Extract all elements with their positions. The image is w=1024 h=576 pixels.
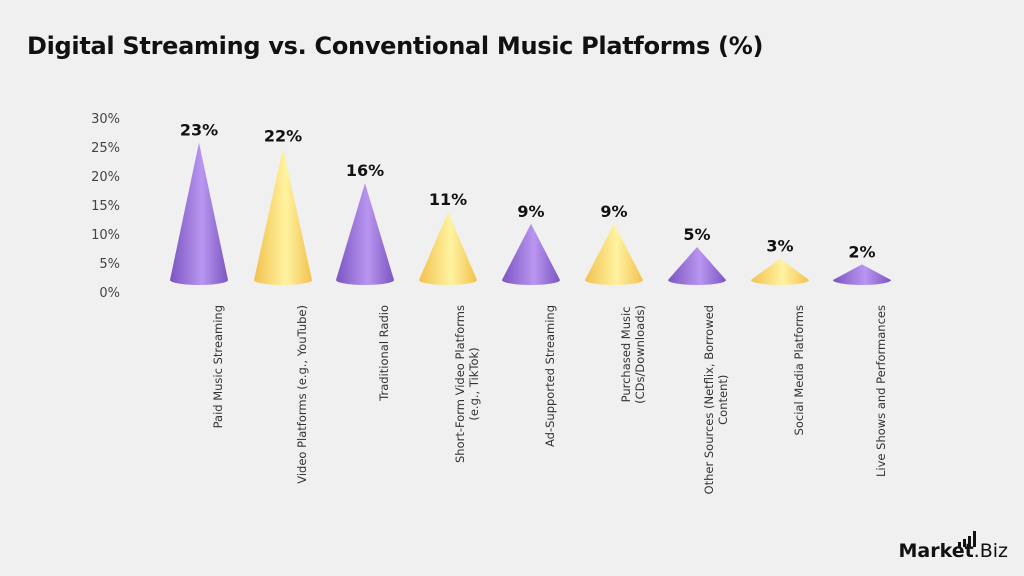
cone-3: 16% [336,161,394,285]
x-label: Traditional Radio [377,305,391,401]
y-tick: 30% [91,112,120,127]
x-label: Paid Music Streaming [211,305,225,428]
chart-title: Digital Streaming vs. Conventional Music… [27,32,764,60]
x-label-line: Paid Music Streaming [211,305,225,429]
x-label-line: Social Media Platforms [792,305,806,436]
x-label-line: Ad-Supported Streaming [543,305,557,447]
bar-chart-icon [958,531,977,547]
cone-5: 9% [502,202,560,285]
y-tick: 10% [91,228,120,243]
data-label: 5% [683,225,710,244]
cone-6: 9% [585,202,643,285]
x-label-line: Purchased Music [619,306,633,403]
x-label: Purchased Music (CDs/Downloads) [619,305,647,404]
x-label: Social Media Platforms [792,305,806,435]
x-label-line: Traditional Radio [377,305,391,401]
data-label: 22% [264,126,302,145]
x-label-line: (e.g., TikTok) [467,347,481,421]
x-label: Ad-Supported Streaming [543,305,557,447]
marketbiz-logo: Market.Biz [898,531,1008,562]
cone-8: 3% [751,237,809,285]
cone-1: 23% [170,121,228,285]
cone-2: 22% [254,126,312,285]
data-label: 3% [766,237,793,256]
data-label: 2% [848,242,875,261]
y-tick: 0% [99,286,120,301]
x-label: Live Shows and Performances [874,305,888,477]
cone-9: 2% [833,242,891,285]
y-tick: 5% [99,257,120,272]
x-label: Other Sources (Netflix, Borrowed Content) [702,305,730,494]
x-label: Video Platforms (e.g., YouTube) [295,305,309,484]
x-label: Short-Form Video Platforms (e.g., TikTok) [453,305,481,463]
cone-7: 5% [668,225,726,285]
x-label-line: (CDs/Downloads) [633,305,647,404]
data-label: 23% [180,121,218,140]
x-label-line: Video Platforms (e.g., YouTube) [295,305,309,484]
data-label: 16% [346,161,384,180]
x-label-line: Short-Form Video Platforms [453,305,467,464]
y-tick: 15% [91,199,120,214]
x-label-line: Other Sources (Netflix, Borrowed [702,305,716,495]
x-label-line: Content) [716,374,730,425]
cone-4: 11% [419,190,477,285]
data-label: 11% [429,190,467,209]
data-label: 9% [600,202,627,221]
y-tick: 20% [91,170,120,185]
x-label-line: Live Shows and Performances [874,305,888,477]
y-tick: 25% [91,141,120,156]
data-label: 9% [517,202,544,221]
